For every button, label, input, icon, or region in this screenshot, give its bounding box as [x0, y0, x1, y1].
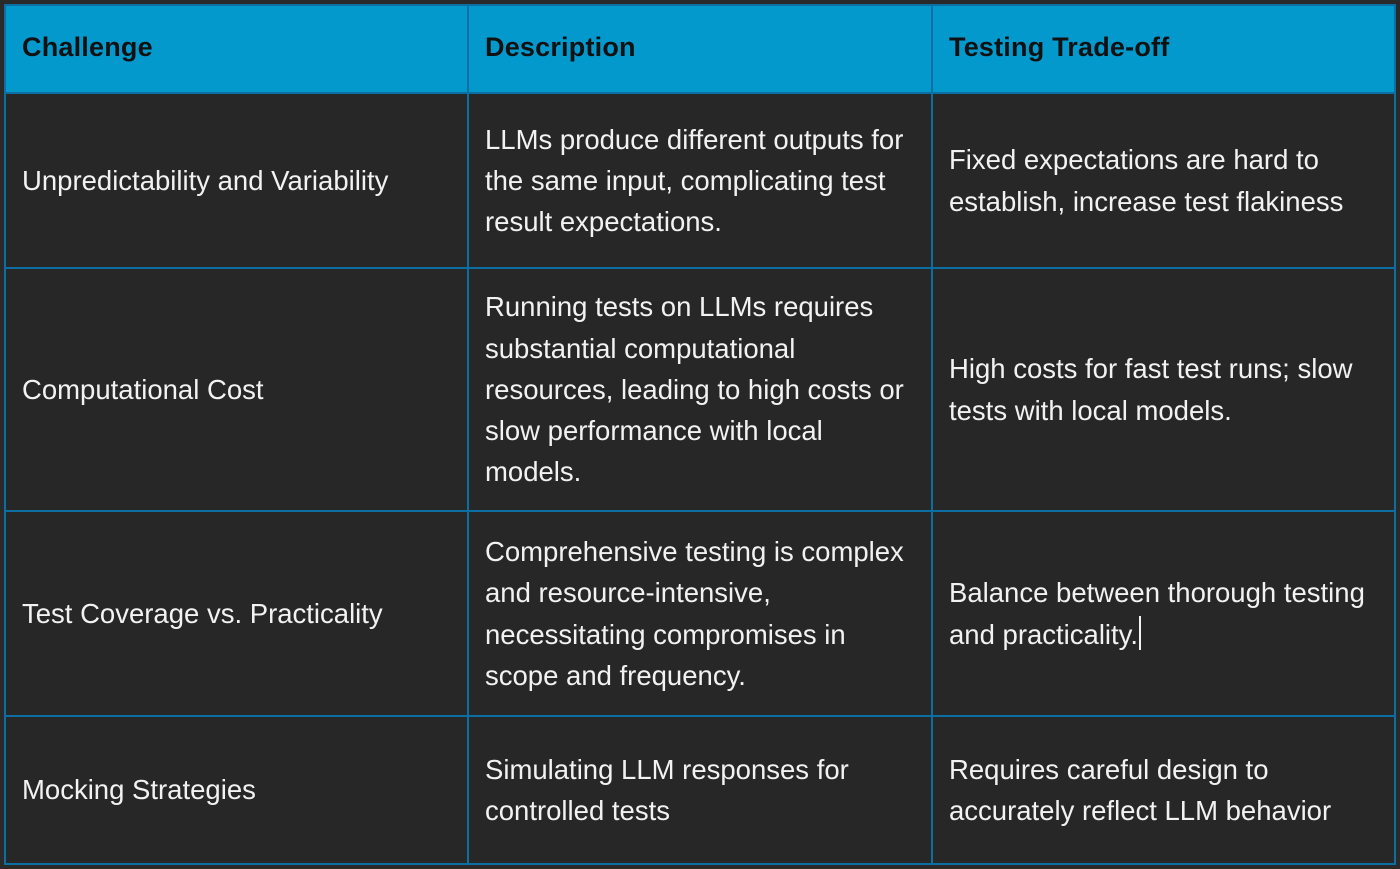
description-cell[interactable]: LLMs produce different outputs for the s…: [467, 92, 933, 269]
tradeoff-cell[interactable]: Fixed expectations are hard to establish…: [931, 92, 1396, 269]
column-header-description: Description: [467, 4, 933, 94]
column-header-testing-tradeoff: Testing Trade-off: [931, 4, 1396, 94]
description-cell[interactable]: Running tests on LLMs requires substanti…: [467, 267, 933, 512]
table-row: Computational Cost Running tests on LLMs…: [4, 267, 1396, 512]
tradeoff-cell-active[interactable]: Balance between thorough testing and pra…: [931, 510, 1396, 717]
challenge-cell[interactable]: Test Coverage vs. Practicality: [4, 510, 469, 717]
column-header-challenge: Challenge: [4, 4, 469, 94]
table-row: Test Coverage vs. Practicality Comprehen…: [4, 510, 1396, 717]
table-row: Mocking Strategies Simulating LLM respon…: [4, 715, 1396, 865]
challenge-cell[interactable]: Unpredictability and Variability: [4, 92, 469, 269]
text-cursor: [1139, 615, 1142, 650]
tradeoff-cell[interactable]: Requires careful design to accurately re…: [931, 715, 1396, 865]
table-header-row: Challenge Description Testing Trade-off: [4, 4, 1396, 94]
challenges-table: Challenge Description Testing Trade-off …: [4, 4, 1396, 865]
description-cell[interactable]: Simulating LLM responses for controlled …: [467, 715, 933, 865]
tradeoff-cell[interactable]: High costs for fast test runs; slow test…: [931, 267, 1396, 512]
challenge-cell[interactable]: Computational Cost: [4, 267, 469, 512]
challenge-cell[interactable]: Mocking Strategies: [4, 715, 469, 865]
description-cell[interactable]: Comprehensive testing is complex and res…: [467, 510, 933, 717]
table-row: Unpredictability and Variability LLMs pr…: [4, 92, 1396, 269]
tradeoff-cell-text: Balance between thorough testing and pra…: [949, 577, 1365, 650]
